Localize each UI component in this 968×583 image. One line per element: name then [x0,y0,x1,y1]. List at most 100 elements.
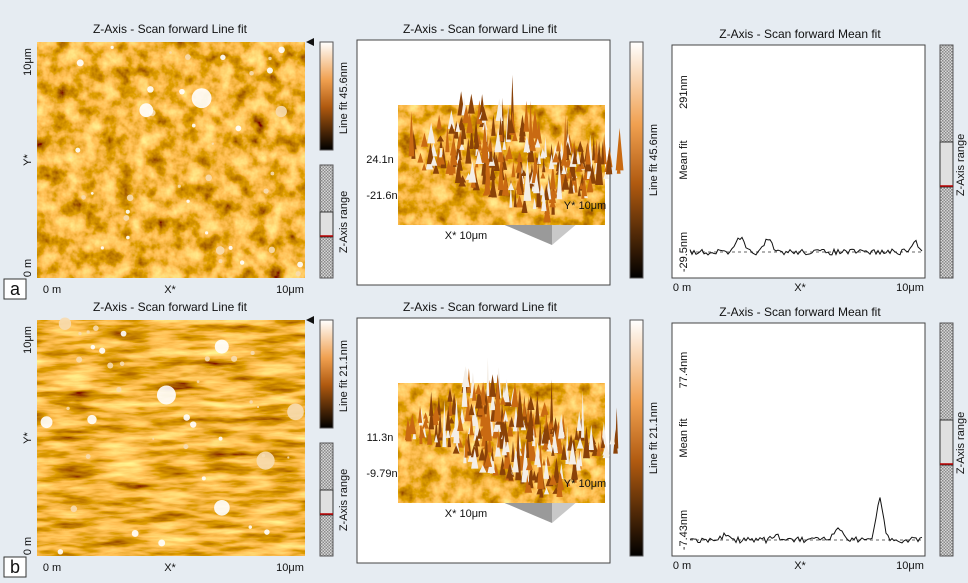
marker [306,38,314,46]
particle [202,476,206,480]
range-label: Z-Axis range [338,469,350,531]
particle [139,103,153,117]
panel-label: b [10,557,20,577]
particle [205,356,210,361]
particle [240,260,244,264]
particle [192,124,196,128]
particle [81,195,86,200]
y-top-label: 10μm [22,48,34,76]
colorbar-label: Line fit 45.6nm [338,62,350,134]
range-window [940,420,953,465]
range-label: Z-Axis range [955,134,967,196]
x-mid-label: X* [794,282,806,294]
range-window [320,212,333,237]
colorbar-label: Line fit 45.6nm [648,124,660,196]
particle [287,403,304,420]
y-axis-label: Mean fit [678,418,690,457]
particle [216,246,225,255]
range-label: Z-Axis range [955,412,967,474]
x-mid-label: X* [794,560,806,572]
particle [271,172,275,176]
x-right-label: 10μm [276,284,304,296]
particle [186,200,189,203]
range-label: Z-Axis range [338,191,350,253]
view3d-title: Z-Axis - Scan forward Line fit [403,22,558,36]
particle [264,188,269,193]
y-top-label: 77.4nm [678,352,690,389]
image-title: Z-Axis - Scan forward Line fit [93,22,248,36]
y-bottom-label: 0 m [22,537,34,555]
spike [616,128,624,170]
range-window [940,142,953,187]
particle [71,506,78,513]
spike [610,426,615,444]
particle [251,351,255,355]
afm-image [37,320,305,556]
particle [87,415,96,424]
marker [306,316,314,324]
particle [276,106,287,117]
profile-title: Z-Axis - Scan forward Mean fit [719,27,881,41]
particle [75,148,80,153]
particle [59,318,71,330]
particle [262,454,266,458]
particle [41,416,53,428]
particle [183,414,190,421]
colorbar [320,42,333,150]
z-bottom-label: -9.79n [366,468,397,480]
particle [249,71,254,76]
range-window [320,490,333,515]
particle [86,454,91,459]
particle [268,57,271,60]
z-top-label: 24.1n [366,154,394,166]
colorbar [630,320,643,556]
particle [185,54,191,60]
particle [158,540,165,547]
particle [214,500,230,516]
particle [249,525,252,528]
figure: Z-Axis - Scan forward Line fit10μmY*0 m0… [0,0,968,583]
particle [169,51,172,54]
afm-image [37,42,305,278]
x-left-label: 0 m [43,284,61,296]
colorbar [630,42,643,278]
particle [91,345,96,350]
particle [126,236,130,240]
z-bottom-label: -21.6n [366,190,397,202]
particle [220,55,225,60]
particle [178,185,181,188]
x-left-label: 0 m [673,560,691,572]
particle [229,246,233,250]
particle [267,67,273,73]
particle [120,361,125,366]
particle [197,380,200,383]
y-top-label: 291nm [678,75,690,109]
particle [147,86,154,93]
particle [257,406,259,408]
y-top-label: 10μm [22,326,34,354]
view3d-title: Z-Axis - Scan forward Line fit [403,300,558,314]
particle [269,247,275,253]
y-axis-label: Mean fit [678,140,690,179]
particle [287,456,289,458]
particle [212,143,214,145]
particle [179,89,185,95]
profile-frame [672,45,925,278]
particle [219,259,223,263]
profile-title: Z-Axis - Scan forward Mean fit [719,305,881,319]
particle [101,246,104,249]
x-right-label: 10μm [896,282,924,294]
particle [297,262,303,268]
particle [219,437,223,441]
x-right-label: 10μm [276,562,304,574]
particle [127,195,134,202]
colorbar [320,320,333,428]
particle [76,357,82,363]
panel-label: a [10,279,21,299]
particle [111,46,114,49]
particle [192,88,212,108]
particle [78,332,81,335]
particle [190,421,196,427]
y3d-label: Y* 10μm [564,478,606,490]
particle [264,529,269,534]
